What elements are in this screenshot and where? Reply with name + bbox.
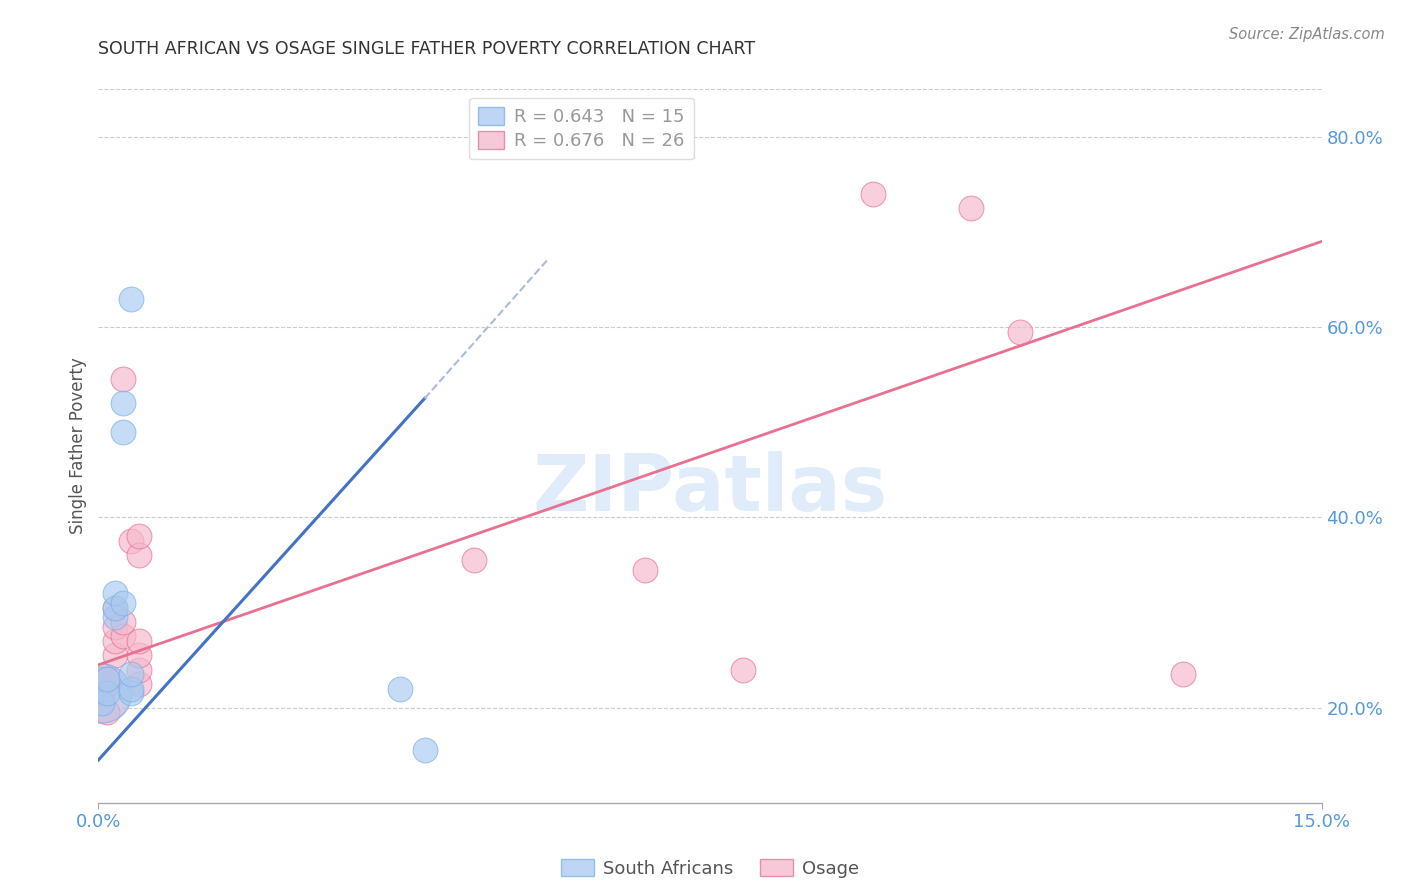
Point — [104, 586, 127, 600]
Point — [128, 634, 150, 648]
Point — [104, 620, 127, 634]
Point — [111, 615, 134, 629]
Point — [1171, 667, 1194, 681]
Point — [96, 672, 118, 686]
Point — [128, 663, 150, 677]
Point — [96, 677, 118, 691]
Text: ZIPatlas: ZIPatlas — [533, 450, 887, 527]
Point — [104, 600, 127, 615]
Point — [91, 686, 114, 700]
Point — [1008, 325, 1031, 339]
Point — [128, 529, 150, 543]
Point — [960, 201, 983, 215]
Point — [463, 553, 485, 567]
Point — [111, 372, 134, 386]
Point — [120, 292, 142, 306]
Point — [111, 396, 134, 410]
Point — [90, 686, 112, 700]
Point — [389, 681, 412, 696]
Point — [104, 600, 127, 615]
Point — [120, 534, 142, 549]
Point — [91, 686, 114, 700]
Legend: South Africans, Osage: South Africans, Osage — [553, 850, 868, 887]
Point — [413, 743, 436, 757]
Point — [90, 672, 112, 686]
Point — [104, 634, 127, 648]
Point — [96, 686, 118, 700]
Point — [120, 681, 142, 696]
Point — [111, 629, 134, 643]
Y-axis label: Single Father Poverty: Single Father Poverty — [69, 358, 87, 534]
Point — [120, 686, 142, 700]
Point — [128, 648, 150, 663]
Point — [128, 677, 150, 691]
Point — [111, 425, 134, 439]
Text: Source: ZipAtlas.com: Source: ZipAtlas.com — [1229, 27, 1385, 42]
Point — [96, 672, 118, 686]
Point — [104, 610, 127, 624]
Point — [128, 549, 150, 563]
Point — [731, 663, 754, 677]
Point — [862, 186, 884, 201]
Point — [111, 596, 134, 610]
Point — [91, 696, 114, 710]
Text: SOUTH AFRICAN VS OSAGE SINGLE FATHER POVERTY CORRELATION CHART: SOUTH AFRICAN VS OSAGE SINGLE FATHER POV… — [98, 40, 755, 58]
Point — [120, 667, 142, 681]
Point — [96, 706, 118, 720]
Point — [634, 563, 657, 577]
Point — [104, 648, 127, 663]
